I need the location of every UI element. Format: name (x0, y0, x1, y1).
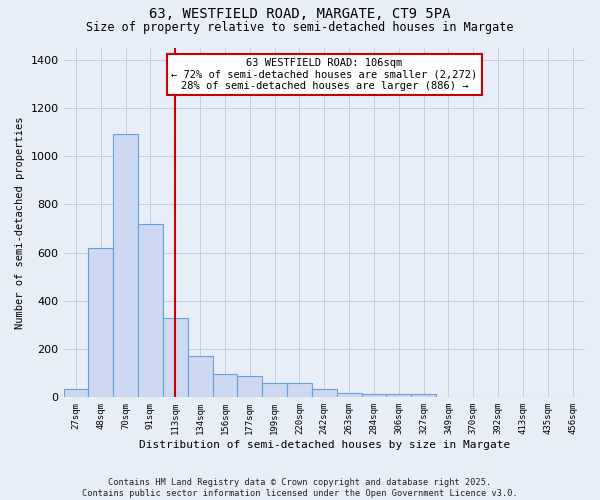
Text: Size of property relative to semi-detached houses in Margate: Size of property relative to semi-detach… (86, 21, 514, 34)
Bar (163, 318, 188, 398)
Bar (238, 376, 262, 398)
Bar (64, 389, 88, 398)
Bar (287, 383, 312, 398)
Bar (212, 374, 238, 398)
Y-axis label: Number of semi-detached properties: Number of semi-detached properties (15, 116, 25, 328)
Bar (88, 248, 113, 398)
Bar (411, 394, 436, 398)
Bar (188, 356, 212, 398)
Bar (262, 383, 287, 398)
Text: Contains HM Land Registry data © Crown copyright and database right 2025.
Contai: Contains HM Land Registry data © Crown c… (82, 478, 518, 498)
Text: 63 WESTFIELD ROAD: 106sqm
← 72% of semi-detached houses are smaller (2,272)
28% : 63 WESTFIELD ROAD: 106sqm ← 72% of semi-… (171, 58, 478, 91)
Bar (312, 389, 337, 398)
Bar (138, 224, 163, 398)
Bar (113, 134, 138, 398)
Bar (362, 394, 386, 398)
Text: 63, WESTFIELD ROAD, MARGATE, CT9 5PA: 63, WESTFIELD ROAD, MARGATE, CT9 5PA (149, 8, 451, 22)
Bar (386, 394, 411, 398)
X-axis label: Distribution of semi-detached houses by size in Margate: Distribution of semi-detached houses by … (139, 440, 510, 450)
Bar (337, 392, 362, 398)
